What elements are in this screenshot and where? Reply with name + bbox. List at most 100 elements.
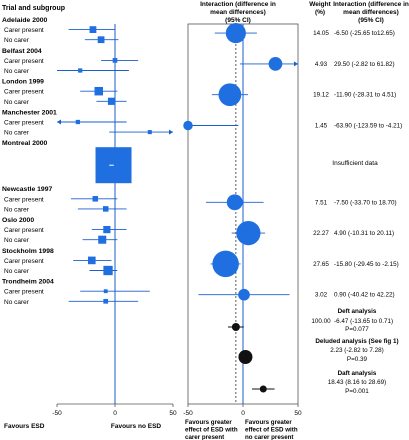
trial-name: Manchester 2001 <box>2 109 57 116</box>
summary-p-value: P=0.001 <box>345 388 369 395</box>
subgroup-label: Carer present <box>4 58 44 65</box>
subgroup-label: No carer <box>4 99 30 106</box>
summary-name: Deluded analysis (See fig 1) <box>315 338 398 345</box>
subgroup-label: No carer <box>4 206 30 213</box>
summary-name: Deft analysis <box>338 308 377 315</box>
estimate-square <box>103 289 108 294</box>
summary-estimate-circle <box>231 323 240 331</box>
left-tick-label: -50 <box>52 410 62 417</box>
subgroup-label: Carer present <box>4 89 44 96</box>
subgroup-label: No carer <box>4 68 30 75</box>
insufficient-data-text: Insufficient data <box>332 160 378 167</box>
arrow-right <box>169 129 173 135</box>
subgroup-label: No carer <box>4 299 30 306</box>
interaction-estimate-circle <box>226 194 243 211</box>
header-trial: Trial and subgroup <box>2 5 65 12</box>
trial-name: Trondheim 2004 <box>2 279 54 286</box>
interaction-ci-text: -7.50 (-33.70 to 18.70) <box>334 199 397 206</box>
interaction-estimate-circle <box>268 57 283 71</box>
right-xlabel-right: no carer present <box>245 434 294 440</box>
summary-ci-text: 2.23 (-2.82 to 7.28) <box>330 347 384 354</box>
estimate-square <box>103 226 111 234</box>
weight-value: 3.02 <box>315 292 328 299</box>
interaction-ci-text: -63.90 (-123.59 to -4.21) <box>334 123 402 130</box>
subgroup-label: Carer present <box>4 120 44 127</box>
right-tick-label: -50 <box>183 410 193 417</box>
estimate-square <box>89 26 97 33</box>
header-weight-2: (%) <box>315 9 325 16</box>
weight-value: 14.05 <box>313 30 329 37</box>
subgroup-label: No carer <box>4 237 30 244</box>
interaction-estimate-circle <box>212 250 239 278</box>
estimate-square <box>97 36 105 44</box>
weight-value: 22.27 <box>313 230 329 237</box>
header-ci-3: (95% CI) <box>358 17 384 24</box>
interaction-estimate-circle <box>218 83 242 107</box>
subgroup-label: No carer <box>4 37 30 44</box>
header-ci-1: Interaction (difference in <box>333 1 409 8</box>
estimate-square <box>75 119 81 125</box>
interaction-ci-text: 29.50 (-2.82 to 61.82) <box>334 61 395 68</box>
weight-value: 7.51 <box>315 199 328 206</box>
header-interaction-3: (95% CI) <box>225 17 251 24</box>
estimate-square <box>147 130 152 135</box>
estimate-square <box>107 97 116 105</box>
estimate-square <box>112 58 118 63</box>
trial-name: London 1999 <box>2 79 44 86</box>
summary-name: Daft analysis <box>338 370 377 377</box>
trial-name: Stockholm 1998 <box>2 248 54 255</box>
subgroup-label: Carer present <box>4 196 44 203</box>
left-xlabel-right: Favours no ESD <box>111 423 162 430</box>
estimate-square <box>94 86 103 96</box>
subgroup-label: Carer present <box>4 27 44 34</box>
interaction-estimate-circle <box>225 23 246 44</box>
trial-name: Oslo 2000 <box>2 217 34 224</box>
weight-value: 4.93 <box>315 61 328 68</box>
header-interaction-1: Interaction (difference in <box>200 1 276 8</box>
left-xlabel-left: Favours ESD <box>4 423 45 430</box>
arrow-left <box>57 119 61 125</box>
summary-estimate-circle <box>238 350 253 364</box>
estimate-square <box>98 235 107 244</box>
subgroup-label: Carer present <box>4 227 44 234</box>
summary-ci-text: 18.43 (8.16 to 28.69) <box>328 379 386 386</box>
right-xlabel-left: carer present <box>185 434 224 440</box>
trial-name: Montreal 2000 <box>2 140 48 147</box>
subgroup-label: No carer <box>4 130 30 137</box>
estimate-square <box>87 256 96 265</box>
trial-name: Newcastle 1997 <box>2 186 52 193</box>
subgroup-label: Carer present <box>4 289 44 296</box>
subgroup-label: No carer <box>4 268 30 275</box>
right-tick-label: 0 <box>241 410 245 417</box>
summary-estimate-circle <box>259 385 267 393</box>
right-xlabel-right: Favours greater <box>245 419 292 426</box>
summary-p-value: P=0.077 <box>345 326 369 333</box>
header-ci-2: mean differences) <box>343 9 399 16</box>
interaction-estimate-circle <box>236 220 261 246</box>
weight-value: 19.12 <box>313 92 329 99</box>
summary-weight: 100.00 <box>311 318 331 325</box>
right-xlabel-right: effect of ESD with <box>245 427 298 434</box>
interaction-estimate-circle <box>183 120 193 131</box>
estimate-square <box>78 68 83 73</box>
interaction-estimate-circle <box>238 288 250 301</box>
weight-value: 27.65 <box>313 261 329 268</box>
left-tick-label: 50 <box>169 410 177 417</box>
summary-p-value: P=0.39 <box>347 356 368 363</box>
interaction-ci-text: -15.80 (-29.45 to -2.15) <box>334 261 399 268</box>
chart-marks: -50 0 50 -50 0 50 Favours ESD Favours no ESD Fav… <box>2 17 402 440</box>
interaction-ci-text: -6.50 (-25.65 to12.65) <box>334 30 395 37</box>
estimate-square <box>103 265 113 276</box>
trial-name: Belfast 2004 <box>2 48 42 55</box>
estimate-square <box>102 206 109 212</box>
interaction-ci-text: 0.90 (-40.42 to 42.22) <box>334 292 395 299</box>
right-xlabel-left: Favours greater <box>185 419 232 426</box>
header-interaction-2: mean differences) <box>210 9 266 16</box>
trial-name: Adelaide 2000 <box>2 17 48 24</box>
interaction-ci-text: 4.90 (-10.31 to 20.11) <box>334 230 394 237</box>
left-tick-label: 0 <box>113 410 117 417</box>
right-tick-label: 50 <box>294 410 302 417</box>
subgroup-label: Carer present <box>4 258 44 265</box>
summary-ci-text: -6.47 (-13.65 to 0.71) <box>334 318 393 325</box>
